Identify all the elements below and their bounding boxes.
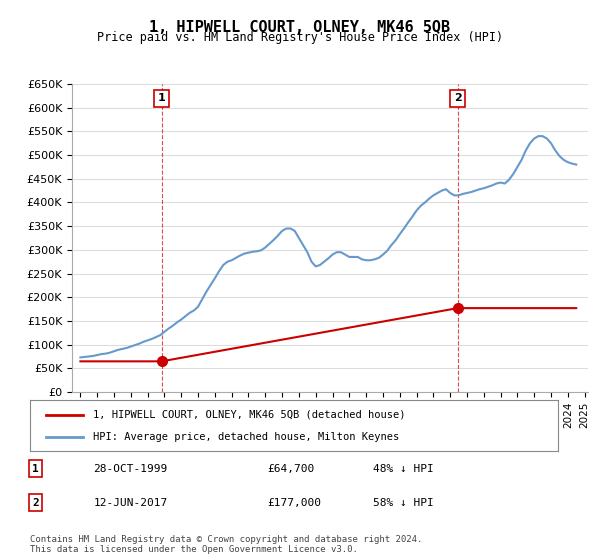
Text: HPI: Average price, detached house, Milton Keynes: HPI: Average price, detached house, Milt… <box>94 432 400 442</box>
Text: 1: 1 <box>158 93 166 103</box>
Text: 1: 1 <box>32 464 38 474</box>
Text: 1, HIPWELL COURT, OLNEY, MK46 5QB (detached house): 1, HIPWELL COURT, OLNEY, MK46 5QB (detac… <box>94 409 406 419</box>
Text: 58% ↓ HPI: 58% ↓ HPI <box>373 498 434 508</box>
Text: 12-JUN-2017: 12-JUN-2017 <box>94 498 167 508</box>
Text: 2: 2 <box>454 93 461 103</box>
Text: £64,700: £64,700 <box>268 464 315 474</box>
Text: 1, HIPWELL COURT, OLNEY, MK46 5QB: 1, HIPWELL COURT, OLNEY, MK46 5QB <box>149 20 451 35</box>
Text: Price paid vs. HM Land Registry's House Price Index (HPI): Price paid vs. HM Land Registry's House … <box>97 31 503 44</box>
Text: 48% ↓ HPI: 48% ↓ HPI <box>373 464 434 474</box>
Text: Contains HM Land Registry data © Crown copyright and database right 2024.
This d: Contains HM Land Registry data © Crown c… <box>30 535 422 554</box>
Text: 28-OCT-1999: 28-OCT-1999 <box>94 464 167 474</box>
Text: £177,000: £177,000 <box>268 498 322 508</box>
Text: 2: 2 <box>32 498 38 508</box>
